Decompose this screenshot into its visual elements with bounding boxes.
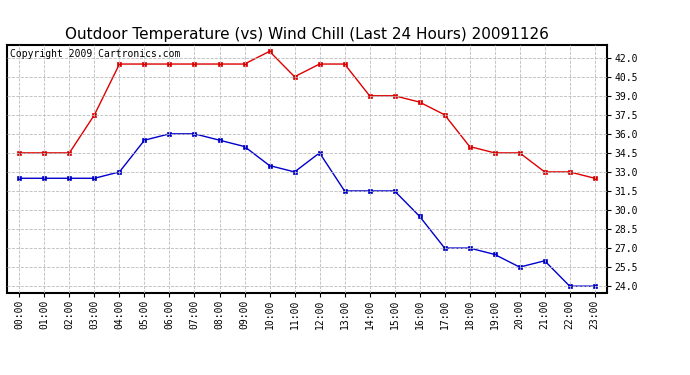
Title: Outdoor Temperature (vs) Wind Chill (Last 24 Hours) 20091126: Outdoor Temperature (vs) Wind Chill (Las… bbox=[65, 27, 549, 42]
Text: Copyright 2009 Cartronics.com: Copyright 2009 Cartronics.com bbox=[10, 49, 180, 59]
